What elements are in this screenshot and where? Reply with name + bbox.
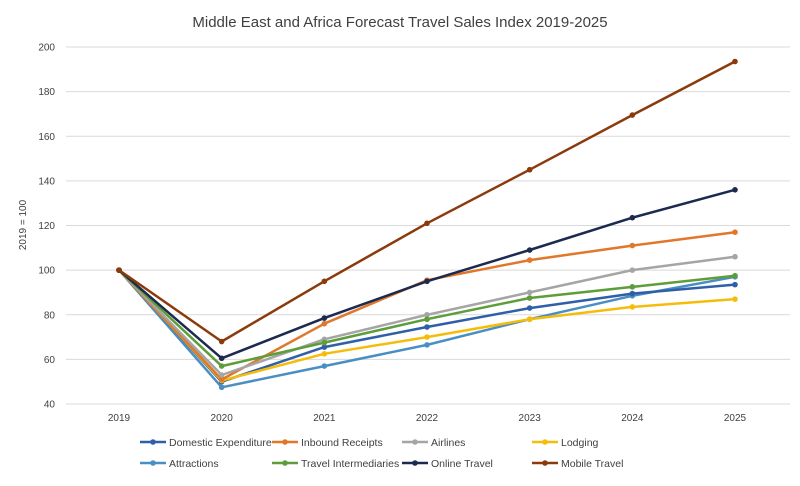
y-tick-label: 160 xyxy=(38,132,55,143)
data-point xyxy=(321,320,328,327)
legend-label: Inbound Receipts xyxy=(301,437,383,449)
y-tick-label: 100 xyxy=(38,266,55,277)
x-axis-tick-labels: 2019 2020 2021 2022 2023 2024 2025 xyxy=(108,413,747,424)
legend-swatch-marker xyxy=(150,439,156,445)
data-point xyxy=(218,338,225,345)
chart-title: Middle East and Africa Forecast Travel S… xyxy=(192,14,607,31)
data-point xyxy=(526,316,533,323)
x-tick-label: 2023 xyxy=(519,413,542,424)
legend-item: Inbound Receipts xyxy=(272,437,383,449)
data-point xyxy=(424,278,430,285)
data-point xyxy=(321,350,328,357)
data-point xyxy=(732,296,738,302)
legend-item: Airlines xyxy=(402,437,465,449)
x-tick-label: 2024 xyxy=(621,413,644,424)
data-point xyxy=(218,355,225,362)
data-point xyxy=(732,58,738,65)
legend-item: Online Travel xyxy=(402,458,493,470)
x-tick-label: 2021 xyxy=(313,413,336,424)
series-lines xyxy=(116,58,738,391)
legend-label: Airlines xyxy=(431,437,465,449)
y-tick-label: 120 xyxy=(38,221,55,232)
legend-item: Attractions xyxy=(140,458,219,470)
data-point xyxy=(116,267,122,273)
data-point xyxy=(629,284,636,290)
x-tick-label: 2019 xyxy=(108,413,131,424)
x-tick-label: 2020 xyxy=(211,413,234,424)
data-point xyxy=(321,344,328,350)
data-point xyxy=(424,334,430,340)
legend-swatch-marker xyxy=(282,439,288,445)
data-point xyxy=(629,304,636,310)
data-point xyxy=(424,311,430,318)
legend-item: Domestic Expenditure xyxy=(140,437,272,449)
data-point xyxy=(526,295,533,301)
data-point xyxy=(526,247,533,253)
y-tick-label: 200 xyxy=(38,43,55,54)
data-point xyxy=(732,281,738,288)
legend-label: Attractions xyxy=(169,458,219,470)
data-point xyxy=(526,166,533,173)
legend-swatch-marker xyxy=(150,460,156,466)
data-point xyxy=(321,278,328,285)
data-point xyxy=(526,257,533,263)
y-tick-label: 60 xyxy=(44,355,56,366)
x-tick-label: 2022 xyxy=(416,413,439,424)
series-mobile-travel xyxy=(116,58,738,345)
y-tick-label: 140 xyxy=(38,176,55,187)
y-axis-tick-labels: 40 60 80 100 120 140 160 180 200 xyxy=(38,43,55,411)
legend-item: Mobile Travel xyxy=(532,458,623,470)
y-axis-title: 2019 = 100 xyxy=(18,199,29,250)
data-point xyxy=(424,324,430,330)
data-point xyxy=(218,376,225,383)
data-point xyxy=(629,267,636,273)
data-point xyxy=(424,220,430,227)
data-point xyxy=(732,187,738,193)
data-point xyxy=(732,272,738,279)
series-line xyxy=(118,60,736,343)
y-tick-label: 40 xyxy=(44,400,56,411)
data-point xyxy=(218,372,225,378)
x-tick-label: 2025 xyxy=(724,413,747,424)
data-point xyxy=(732,253,738,260)
legend-label: Travel Intermediaries xyxy=(301,458,399,470)
data-point xyxy=(629,242,636,249)
legend-item: Lodging xyxy=(532,437,599,449)
legend-label: Domestic Expenditure xyxy=(169,437,272,449)
data-point xyxy=(526,289,533,296)
y-tick-label: 80 xyxy=(44,310,56,321)
legend-swatch-marker xyxy=(412,460,418,466)
data-point xyxy=(526,305,533,311)
legend-item: Travel Intermediaries xyxy=(272,458,399,470)
data-point xyxy=(629,214,636,221)
data-point xyxy=(321,339,328,346)
legend-label: Mobile Travel xyxy=(561,458,623,470)
data-point xyxy=(732,229,738,235)
legend-swatch-marker xyxy=(542,439,548,445)
legend-label: Lodging xyxy=(561,437,599,449)
data-point xyxy=(629,112,636,118)
legend-swatch-marker xyxy=(282,460,288,466)
data-point xyxy=(218,363,225,369)
legend-label: Online Travel xyxy=(431,458,493,470)
data-point xyxy=(321,315,328,321)
y-tick-label: 180 xyxy=(38,87,55,98)
data-point xyxy=(321,363,328,369)
data-point xyxy=(629,290,636,297)
data-point xyxy=(424,316,430,323)
data-point xyxy=(424,342,430,348)
data-point xyxy=(218,384,225,391)
legend: Domestic Expenditure Inbound Receipts Airl… xyxy=(140,437,623,470)
legend-swatch-marker xyxy=(542,460,548,466)
legend-swatch-marker xyxy=(412,439,418,445)
